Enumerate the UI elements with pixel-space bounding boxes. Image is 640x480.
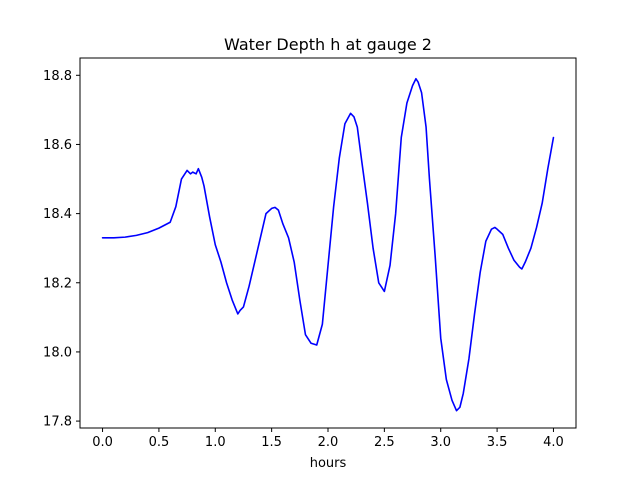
y-tick-label: 18.6 xyxy=(43,138,72,153)
x-tick-label: 2.5 xyxy=(374,435,395,450)
y-tick-label: 18.0 xyxy=(43,345,72,360)
series-line xyxy=(101,77,555,412)
x-tick-label: 1.5 xyxy=(261,435,282,450)
y-tick-label: 18.2 xyxy=(43,276,72,291)
series-layer xyxy=(101,77,555,412)
x-tick-label: 2.0 xyxy=(318,435,339,450)
x-tick-label: 1.0 xyxy=(205,435,226,450)
x-tick-label: 3.5 xyxy=(487,435,508,450)
x-tick-label: 4.0 xyxy=(543,435,564,450)
y-tick-label: 18.8 xyxy=(43,69,72,84)
y-tick-label: 18.4 xyxy=(43,207,72,222)
x-axis-label: hours xyxy=(310,456,347,471)
y-axis: 17.8 18.0 18.2 18.4 18.6 18.8 xyxy=(43,69,80,430)
x-tick-label: 0.5 xyxy=(149,435,170,450)
chart-title: Water Depth h at gauge 2 xyxy=(224,35,432,54)
x-tick-label: 0.0 xyxy=(92,435,113,450)
x-axis: 0.0 0.5 1.0 1.5 2.0 2.5 3.0 3.5 4.0 xyxy=(92,428,564,450)
x-tick-label: 3.0 xyxy=(430,435,451,450)
plot-area-frame xyxy=(79,57,577,429)
y-tick-label: 17.8 xyxy=(43,415,72,430)
